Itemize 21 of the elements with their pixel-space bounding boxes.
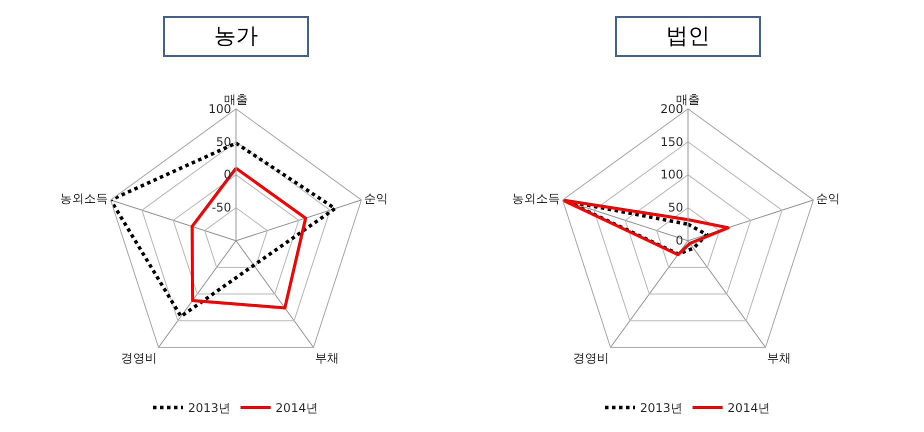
spoke-label: 경영비 bbox=[120, 350, 157, 365]
spoke-label: 부채 bbox=[315, 350, 340, 365]
spoke-label: 순익 bbox=[816, 191, 840, 206]
spoke-label: 순익 bbox=[364, 191, 388, 206]
y-tick-label: 50 bbox=[668, 200, 684, 215]
y-tick-label: -50 bbox=[212, 200, 232, 215]
spoke-label: 농외소득 bbox=[512, 191, 560, 206]
spoke-label: 농외소득 bbox=[60, 191, 108, 206]
y-tick-label: 0 bbox=[224, 168, 232, 182]
chart-title: 법인 bbox=[666, 24, 710, 49]
y-tick-label: 150 bbox=[660, 134, 684, 149]
y-tick-label: 100 bbox=[660, 168, 684, 182]
spoke-label: 경영비 bbox=[572, 350, 609, 365]
legend-label: 2013년 bbox=[188, 401, 231, 416]
legend-label: 2014년 bbox=[276, 401, 318, 416]
legend-label: 2013년 bbox=[640, 401, 683, 416]
y-tick-label: 0 bbox=[676, 234, 684, 248]
y-tick-label: 50 bbox=[216, 134, 232, 149]
chart-title: 농가 bbox=[214, 24, 258, 49]
legend-label: 2014년 bbox=[728, 401, 770, 416]
spoke-label: 부채 bbox=[767, 350, 792, 365]
